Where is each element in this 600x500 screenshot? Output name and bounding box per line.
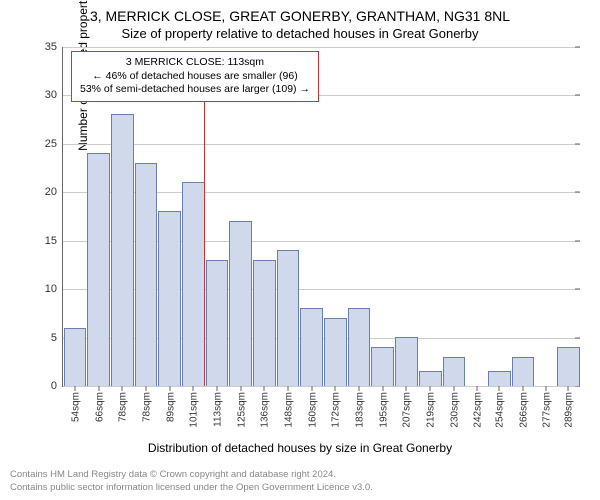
- x-tick-mark: [382, 386, 383, 391]
- x-axis-label: Distribution of detached houses by size …: [0, 441, 600, 455]
- bar: 148sqm: [277, 250, 300, 386]
- bar: 219sqm: [419, 371, 442, 386]
- x-tick-label: 266sqm: [516, 386, 529, 428]
- marker-line: [204, 94, 205, 386]
- bar: 254sqm: [488, 371, 511, 386]
- x-tick-mark: [98, 386, 99, 391]
- x-tick-mark: [122, 386, 123, 391]
- x-tick-label: 148sqm: [282, 386, 295, 428]
- x-tick-label: 160sqm: [305, 386, 318, 428]
- bar: 230sqm: [443, 357, 466, 386]
- x-tick-label: 66sqm: [92, 386, 105, 422]
- chart-title: 3, MERRICK CLOSE, GREAT GONERBY, GRANTHA…: [0, 0, 600, 24]
- footer-line: Contains HM Land Registry data © Crown c…: [10, 469, 590, 481]
- x-tick-mark: [216, 386, 217, 391]
- x-tick-label: 136sqm: [258, 386, 271, 428]
- bar: 136sqm: [253, 260, 276, 386]
- x-tick-mark: [499, 386, 500, 391]
- y-tick-label: 30: [45, 89, 63, 101]
- x-tick-label: 219sqm: [424, 386, 437, 428]
- x-tick-mark: [476, 386, 477, 391]
- bar: 125sqm: [229, 221, 252, 386]
- bar: 183sqm: [348, 308, 371, 386]
- bar: 160sqm: [300, 308, 323, 386]
- x-tick-mark: [568, 386, 569, 391]
- bar: 289sqm: [557, 347, 580, 386]
- annotation-box: 3 MERRICK CLOSE: 113sqm ← 46% of detache…: [71, 51, 319, 102]
- x-tick-mark: [311, 386, 312, 391]
- x-tick-label: 242sqm: [470, 386, 483, 428]
- bar: 207sqm: [395, 337, 418, 386]
- x-tick-mark: [545, 386, 546, 391]
- plot-area: 05101520253035 54sqm66sqm78sqm78sqm89sqm…: [62, 47, 580, 387]
- bar: 89sqm: [158, 211, 181, 386]
- chart-subtitle: Size of property relative to detached ho…: [0, 24, 600, 47]
- bar: 78sqm: [111, 114, 134, 386]
- bar: 101sqm: [182, 182, 205, 386]
- y-tick-label: 25: [45, 138, 63, 150]
- x-tick-mark: [406, 386, 407, 391]
- x-tick-label: 172sqm: [329, 386, 342, 428]
- x-tick-mark: [264, 386, 265, 391]
- x-tick-label: 54sqm: [68, 386, 81, 422]
- x-tick-label: 78sqm: [116, 386, 129, 422]
- x-tick-label: 277sqm: [539, 386, 552, 428]
- annotation-line: 3 MERRICK CLOSE: 113sqm: [80, 56, 310, 70]
- x-tick-mark: [145, 386, 146, 391]
- x-tick-mark: [74, 386, 75, 391]
- annotation-line: 53% of semi-detached houses are larger (…: [80, 83, 310, 97]
- x-tick-mark: [522, 386, 523, 391]
- x-tick-label: 89sqm: [163, 386, 176, 422]
- x-tick-label: 195sqm: [376, 386, 389, 428]
- x-tick-mark: [359, 386, 360, 391]
- x-tick-label: 230sqm: [447, 386, 460, 428]
- y-tick-label: 20: [45, 186, 63, 198]
- chart-area: Number of detached properties 0510152025…: [62, 47, 580, 387]
- x-tick-label: 78sqm: [139, 386, 152, 422]
- y-tick-label: 15: [45, 235, 63, 247]
- x-tick-label: 101sqm: [187, 386, 200, 428]
- x-tick-label: 113sqm: [210, 386, 223, 427]
- bar: 172sqm: [324, 318, 347, 386]
- y-tick-label: 5: [51, 332, 63, 344]
- bar: 78sqm: [135, 163, 158, 386]
- x-tick-mark: [240, 386, 241, 391]
- bar: 195sqm: [371, 347, 394, 386]
- x-tick-label: 254sqm: [493, 386, 506, 428]
- y-tick-label: 10: [45, 283, 63, 295]
- x-tick-label: 125sqm: [234, 386, 247, 428]
- bar: 54sqm: [64, 328, 87, 386]
- annotation-line: ← 46% of detached houses are smaller (96…: [80, 70, 310, 84]
- footer-line: Contains public sector information licen…: [10, 482, 590, 494]
- x-tick-mark: [169, 386, 170, 391]
- x-tick-label: 289sqm: [562, 386, 575, 428]
- x-tick-label: 183sqm: [353, 386, 366, 428]
- y-tick-label: 0: [51, 380, 63, 392]
- x-tick-mark: [335, 386, 336, 391]
- x-tick-mark: [453, 386, 454, 391]
- x-tick-mark: [288, 386, 289, 391]
- chart-container: 3, MERRICK CLOSE, GREAT GONERBY, GRANTHA…: [0, 0, 600, 500]
- x-tick-mark: [193, 386, 194, 391]
- footer: Contains HM Land Registry data © Crown c…: [10, 469, 590, 494]
- bar: 113sqm: [206, 260, 229, 386]
- x-tick-mark: [430, 386, 431, 391]
- y-tick-label: 35: [45, 41, 63, 53]
- x-tick-label: 207sqm: [400, 386, 413, 428]
- bar: 66sqm: [87, 153, 110, 386]
- bar: 266sqm: [512, 357, 535, 386]
